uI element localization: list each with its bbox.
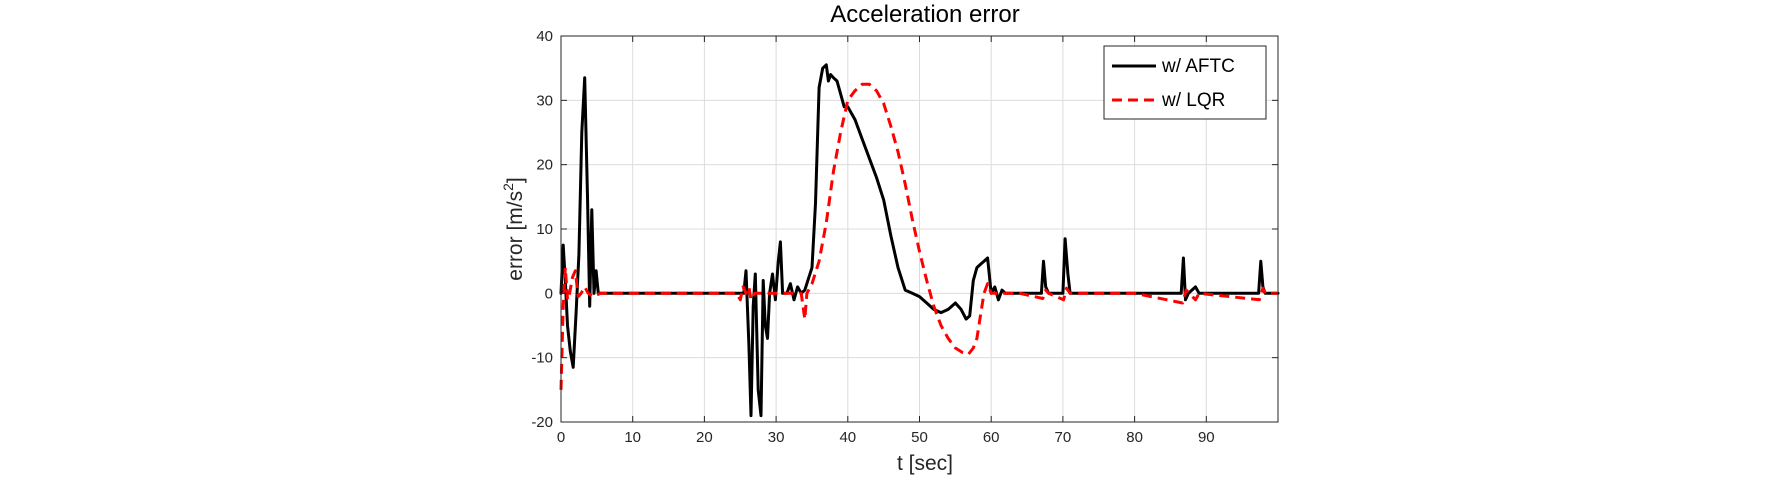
y-tick-label-4: 20 [536, 157, 553, 174]
y-axis-label-main: error [m/s [504, 191, 527, 281]
tick-labels: 0 10 20 30 40 50 60 70 80 90 -20 -10 0 10 20 30 40 [531, 28, 1278, 446]
y-tick-label-3: 10 [536, 221, 553, 238]
chart-title: Acceleration error [830, 1, 1019, 28]
x-tick-label-2: 20 [696, 429, 713, 446]
x-tick-label-5: 50 [911, 429, 928, 446]
y-axis-label: error [m/s2] [500, 177, 527, 280]
series-layer [559, 63, 1280, 418]
x-tick-label-4: 40 [839, 429, 856, 446]
legend-label-lqr: w/ LQR [1161, 90, 1225, 111]
legend: w/ AFTC w/ LQR [1103, 45, 1267, 120]
legend-box [1103, 45, 1267, 120]
x-tick-label-8: 80 [1126, 429, 1143, 446]
x-tick-label-3: 30 [768, 429, 785, 446]
legend-label-aftc: w/ AFTC [1161, 56, 1235, 77]
x-axis-label: t [sec] [897, 452, 953, 475]
y-tick-label-0: -20 [531, 414, 553, 431]
y-tick-label-5: 30 [536, 92, 553, 109]
y-tick-label-1: -10 [531, 350, 553, 367]
x-tick-label-7: 70 [1055, 429, 1072, 446]
series-line-lqr [559, 82, 1278, 390]
x-tick-label-9: 90 [1198, 429, 1215, 446]
x-tick-label-0: 0 [557, 429, 565, 446]
y-tick-label-2: 0 [545, 285, 553, 302]
x-tick-label-1: 10 [624, 429, 641, 446]
y-tick-label-6: 40 [536, 28, 553, 45]
y-axis-label-close: ] [504, 177, 527, 183]
y-axis-label-superscript: 2 [500, 183, 516, 191]
x-tick-label-6: 60 [983, 429, 1000, 446]
